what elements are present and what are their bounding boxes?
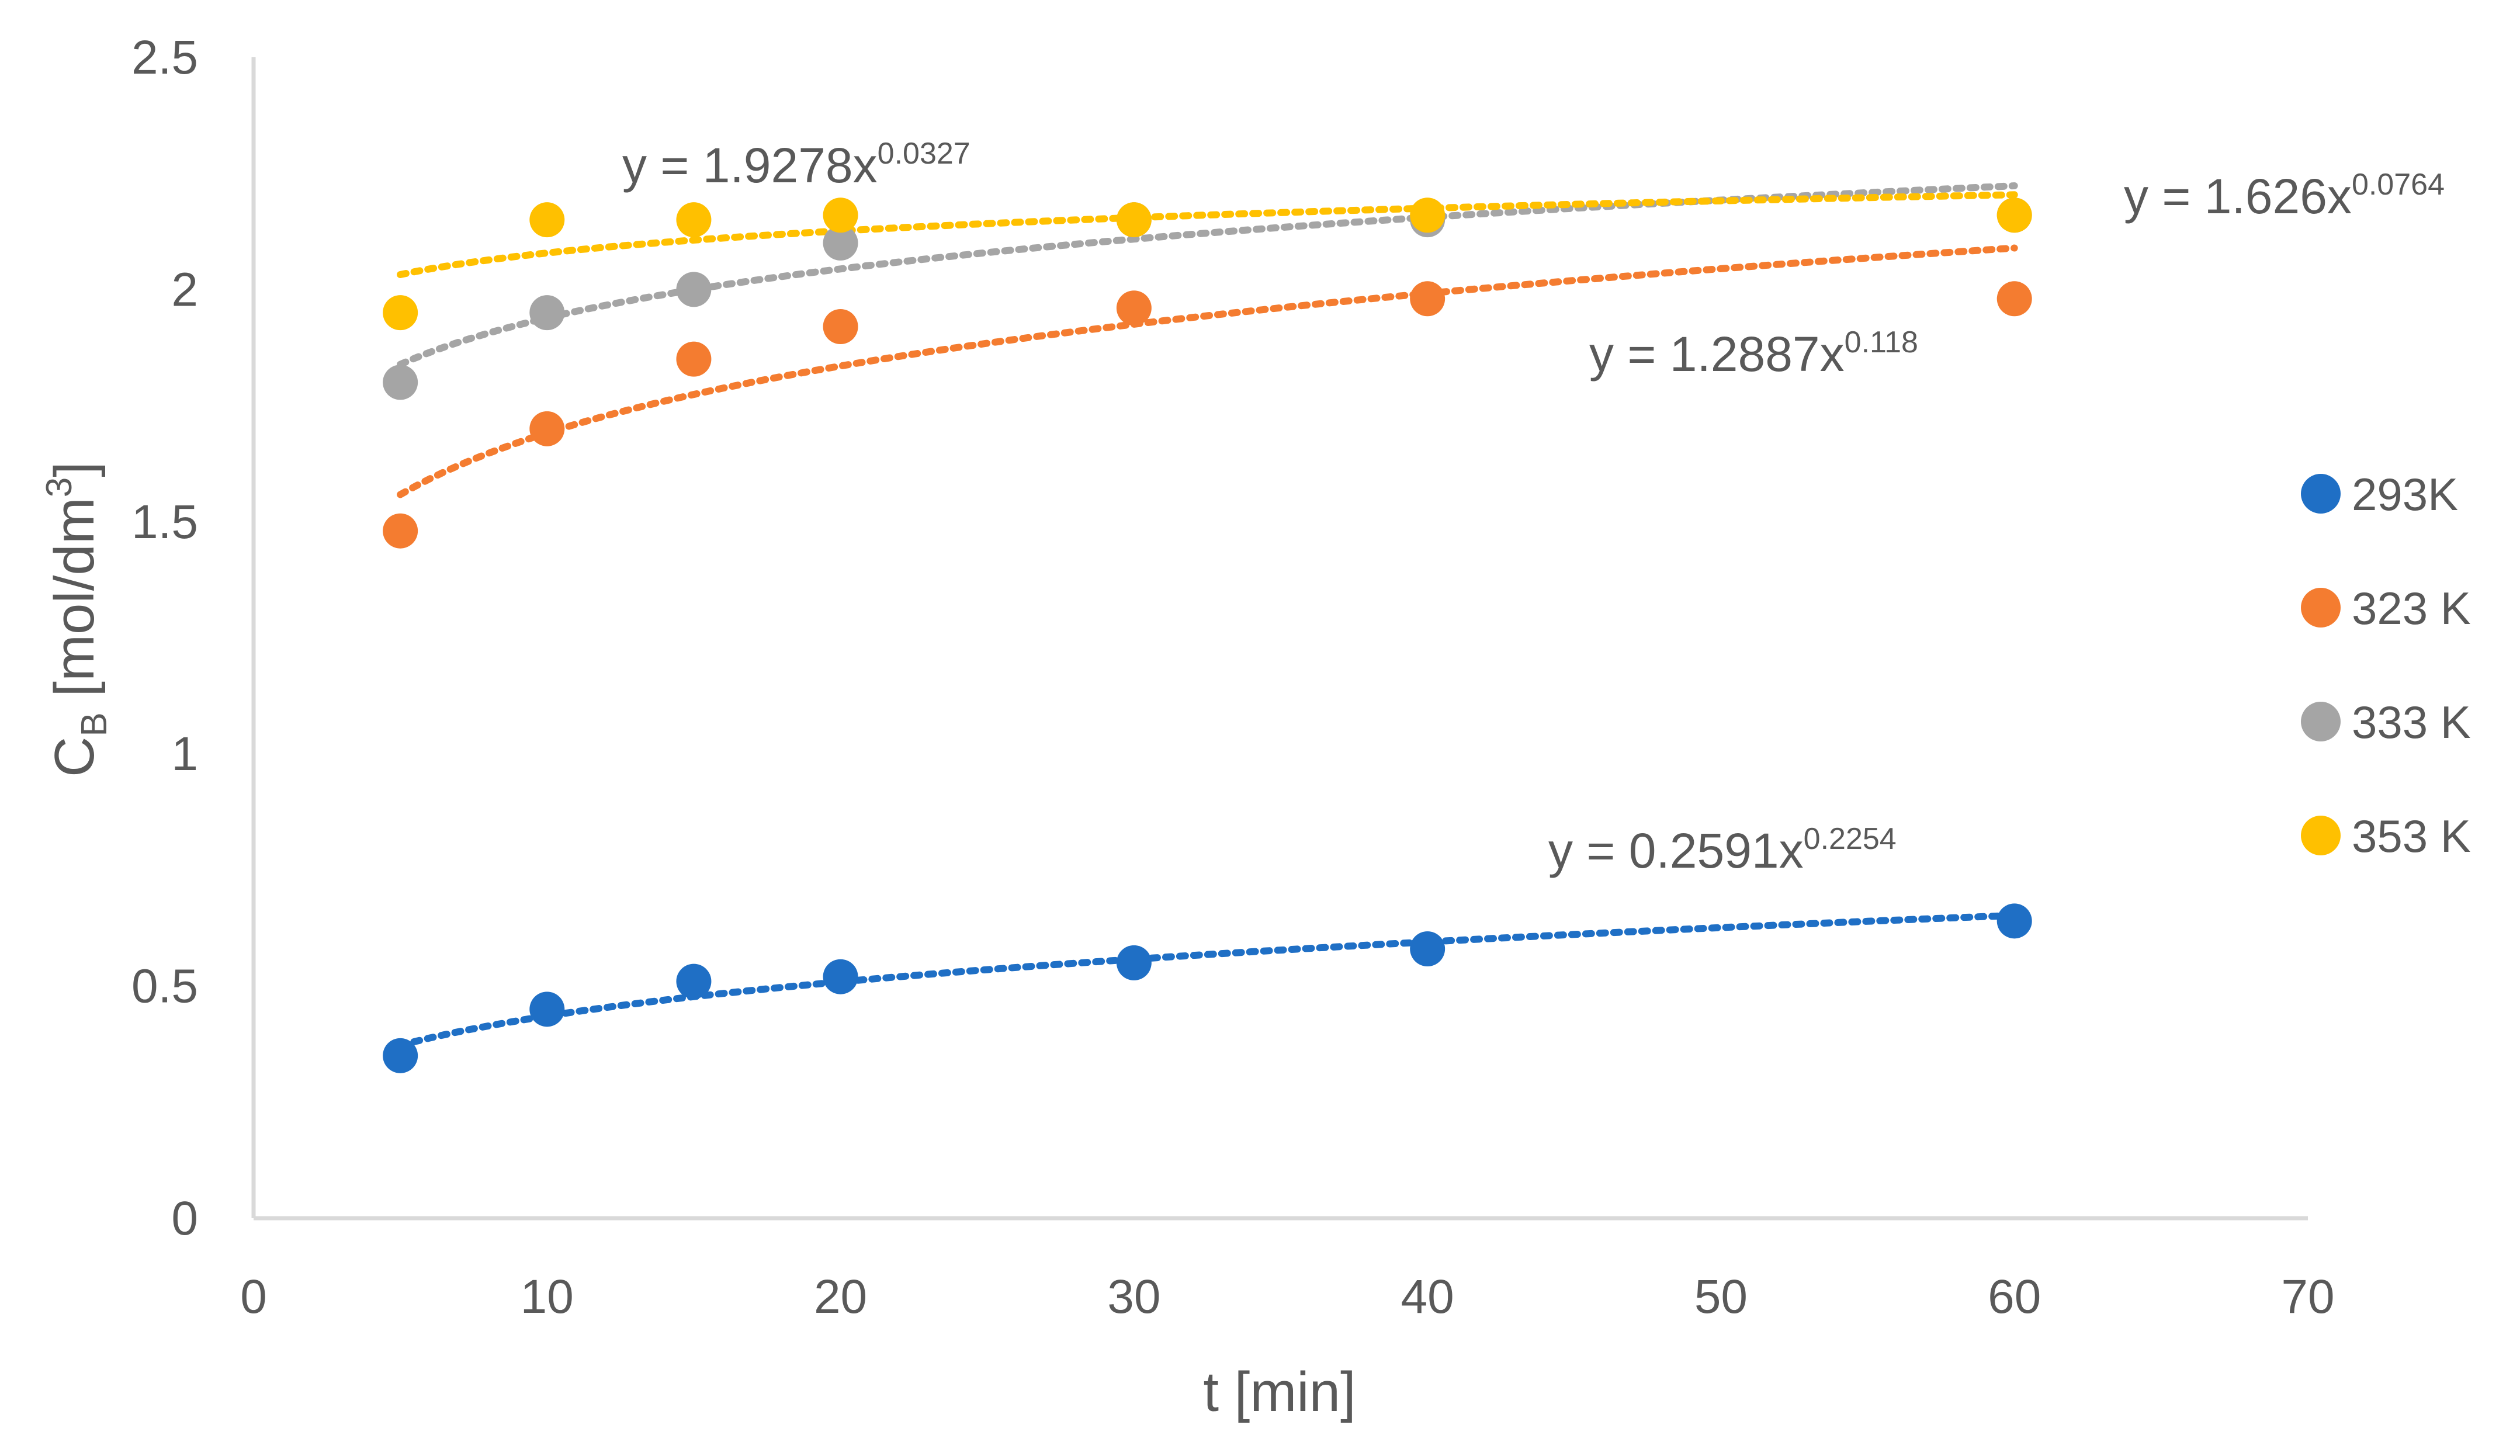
legend-label-293k: 293K <box>2352 469 2458 520</box>
equation-323k-base: y = 1.2887x <box>1589 327 1845 382</box>
point-333k[interactable] <box>676 272 712 307</box>
y-axis-title-unit: [mol/dm <box>43 497 106 712</box>
legend-item-323k[interactable]: 323 K <box>2301 583 2471 634</box>
legend-item-353k[interactable]: 353 K <box>2301 810 2471 862</box>
y-tick-label: 2 <box>171 263 198 316</box>
y-axis-title-sub: B <box>74 712 115 736</box>
point-293k[interactable] <box>529 992 565 1027</box>
equation-323k-exp: 0.118 <box>1845 325 1918 359</box>
point-323k[interactable] <box>383 513 418 549</box>
point-333k[interactable] <box>383 365 418 400</box>
trendline-353k <box>397 191 2018 278</box>
point-293k[interactable] <box>383 1038 418 1073</box>
equation-293k: y = 0.2591x0.2254 <box>1548 822 1897 878</box>
y-tick-label: 0 <box>171 1192 198 1245</box>
point-293k[interactable] <box>1116 945 1152 980</box>
point-353k[interactable] <box>383 295 418 331</box>
point-353k[interactable] <box>529 202 565 238</box>
point-293k[interactable] <box>1410 931 1446 967</box>
y-tick-label: 2.5 <box>131 31 198 84</box>
x-axis-title: t [min] <box>1203 1361 1356 1423</box>
point-353k[interactable] <box>1116 202 1152 238</box>
point-333k[interactable] <box>823 225 858 261</box>
legend-item-333k[interactable]: 333 K <box>2301 696 2471 748</box>
point-323k[interactable] <box>1996 281 2032 317</box>
equation-293k-base: y = 0.2591x <box>1548 823 1804 878</box>
x-tick-label: 30 <box>1107 1270 1160 1323</box>
x-tick-label: 70 <box>2281 1270 2334 1323</box>
x-tick-label: 40 <box>1401 1270 1454 1323</box>
data-points <box>383 197 2032 1073</box>
legend-label-323k: 323 K <box>2352 583 2471 634</box>
point-293k[interactable] <box>823 959 858 994</box>
point-323k[interactable] <box>823 308 858 344</box>
x-tick-label: 10 <box>521 1270 574 1323</box>
y-axis-title-unit-end: ] <box>43 462 106 477</box>
equation-353k: y = 1.9278x0.0327 <box>622 137 970 193</box>
axes: 0 10 20 30 40 50 60 70 0 0.5 1 1.5 2 2.5 <box>131 31 2335 1323</box>
point-353k[interactable] <box>676 202 712 238</box>
legend-marker-323k <box>2301 588 2341 628</box>
equation-333k-exp: 0.0764 <box>2352 168 2445 202</box>
equation-353k-base: y = 1.9278x <box>622 138 878 193</box>
equation-333k-base: y = 1.626x <box>2124 169 2352 224</box>
point-323k[interactable] <box>1410 281 1446 317</box>
legend: 293K 323 K 333 K 353 K <box>2301 469 2471 862</box>
y-tick-label: 1 <box>171 727 198 781</box>
y-tick-label: 1.5 <box>131 495 198 549</box>
x-tick-label: 20 <box>814 1270 867 1323</box>
point-353k[interactable] <box>1410 197 1446 233</box>
legend-item-293k[interactable]: 293K <box>2301 469 2458 520</box>
point-323k[interactable] <box>1116 290 1152 326</box>
x-tick-label: 0 <box>240 1270 267 1323</box>
trendline-323k <box>397 244 2018 498</box>
point-323k[interactable] <box>529 411 565 446</box>
point-293k[interactable] <box>676 963 712 999</box>
point-333k[interactable] <box>529 295 565 331</box>
legend-marker-353k <box>2301 816 2341 855</box>
y-tick-label: 0.5 <box>131 960 198 1013</box>
legend-label-353k: 353 K <box>2352 810 2471 862</box>
y-axis-title: CB [mol/dm3] <box>39 462 115 777</box>
point-323k[interactable] <box>676 341 712 377</box>
point-353k[interactable] <box>823 197 858 233</box>
x-tick-label: 50 <box>1694 1270 1748 1323</box>
point-293k[interactable] <box>1996 903 2032 939</box>
equation-353k-exp: 0.0327 <box>878 137 970 171</box>
legend-label-333k: 333 K <box>2352 696 2471 748</box>
equation-323k: y = 1.2887x0.118 <box>1589 325 1918 382</box>
x-tick-label: 60 <box>1988 1270 2041 1323</box>
y-axis-title-main: C <box>43 737 106 777</box>
legend-marker-293k <box>2301 474 2341 514</box>
equation-333k: y = 1.626x0.0764 <box>2124 168 2445 224</box>
trendline-293k <box>397 911 2018 1049</box>
trendlines <box>397 182 2018 1049</box>
point-353k[interactable] <box>1996 197 2032 233</box>
equation-293k-exp: 0.2254 <box>1804 822 1897 856</box>
legend-marker-333k <box>2301 702 2341 741</box>
y-axis-title-unit-sup: 3 <box>39 477 79 497</box>
